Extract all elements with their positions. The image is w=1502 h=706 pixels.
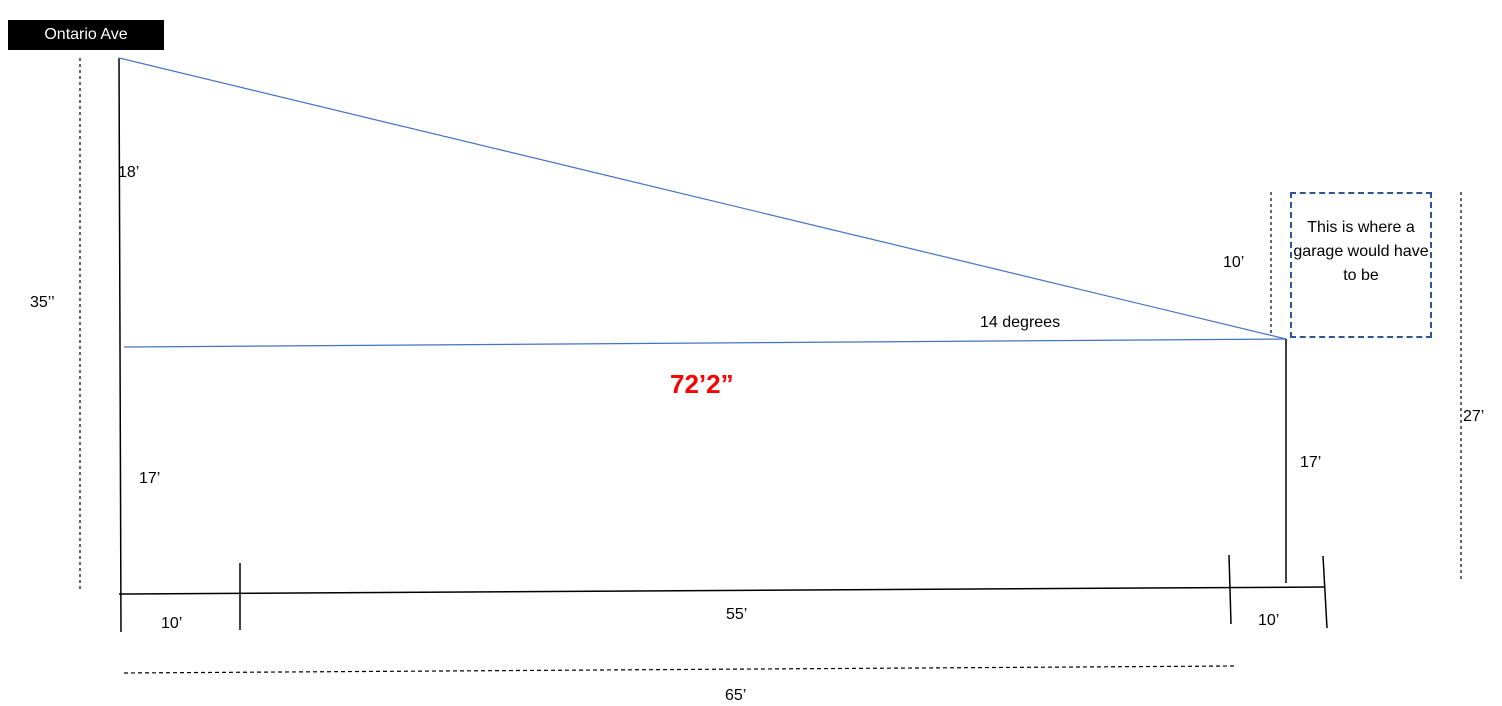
run-length-label: 72’2” [670, 369, 734, 399]
garage-note: This is where a garage would have to be [1293, 219, 1429, 284]
middle-span-label: 55’ [726, 606, 748, 623]
slope-angle-label: 14 degrees [980, 314, 1061, 331]
rear-setback-label: 10’ [1258, 612, 1280, 629]
right-total-height-label: 27’ [1463, 408, 1485, 425]
total-depth-label: 65’ [725, 687, 747, 704]
garage-location-box [1290, 192, 1432, 338]
bottom-baseline [118, 586, 1326, 595]
lower-left-height-label: 17’ [139, 470, 161, 487]
tick-mark-75ft [1322, 555, 1328, 629]
upper-left-height-label: 18’ [118, 164, 140, 181]
street-name-label: Ontario Ave [8, 20, 164, 50]
front-setback-label: 10’ [161, 615, 183, 632]
left-property-line [118, 57, 122, 633]
horizontal-run-line [123, 338, 1287, 348]
left-total-height-label: 35’’ [30, 294, 55, 311]
upper-right-height-label: 10’ [1223, 254, 1245, 271]
lower-right-height-label: 17’ [1300, 454, 1322, 471]
tick-mark-65ft [1228, 554, 1232, 625]
slope-line [118, 57, 1287, 340]
total-depth-dimension-line [123, 665, 1235, 674]
